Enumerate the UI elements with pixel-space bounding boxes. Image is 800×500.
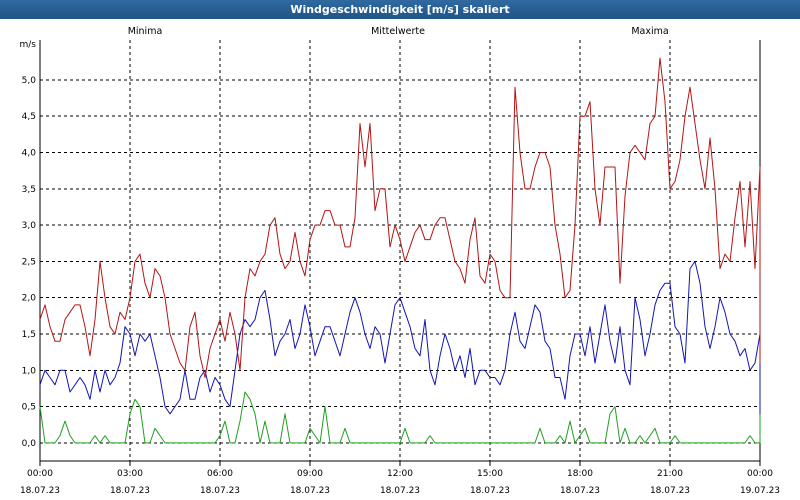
y-tick-label: 3,0 [22,221,37,231]
x-tick-date: 18.07.23 [560,486,600,496]
x-tick-time: 00:00 [747,469,773,479]
x-tick-date: 18.07.23 [470,486,510,496]
x-tick-time: 12:00 [387,469,413,479]
series-line-minima [39,384,761,444]
x-axis: 00:00 18.07.23 03:00 18.07.23 06:00 18.07.23 0… [20,461,780,496]
y-tick-label: 0,5 [22,403,36,413]
x-tick-date: 18.07.23 [380,486,420,496]
x-tick-time: 03:00 [117,469,143,479]
y-tick-label: 1,5 [22,330,36,340]
y-tick-label: 4,5 [22,112,36,122]
x-tick-time: 15:00 [477,469,503,479]
x-tick-date: 18.07.23 [650,486,690,496]
series-line-mittelwerte [39,260,761,415]
y-tick-label: 1,0 [22,366,37,376]
x-tick-time: 18:00 [567,469,593,479]
x-tick-time: 21:00 [657,469,683,479]
series-lines [39,57,761,444]
x-tick-date: 18.07.23 [110,486,150,496]
legend-minima: Minima [128,26,163,37]
y-tick-label: 0,0 [22,439,37,449]
chart-title: Windgeschwindigkeit [m/s] skaliert [0,0,800,19]
x-tick-time: 09:00 [297,469,323,479]
legend: Minima Mittelwerte Maxima [128,26,669,37]
x-tick-date: 18.07.23 [20,486,60,496]
x-tick-date: 18.07.23 [290,486,330,496]
y-tick-label: 2,0 [22,294,37,304]
x-tick-date: 18.07.23 [200,486,240,496]
series-line-maxima [39,57,761,378]
legend-maxima: Maxima [631,26,668,37]
y-tick-label: 4,0 [22,149,37,159]
x-tick-time: 00:00 [27,469,53,479]
x-tick-date: 19.07.23 [740,486,780,496]
y-tick-label: 5,0 [22,76,37,86]
wind-speed-chart: 0,0 0,5 1,0 1,5 2,0 2,5 3,0 3,5 4,0 4,5 5,0 m/s 00:… [20,26,781,496]
y-tick-label: 2,5 [22,257,36,267]
y-axis: 0,0 0,5 1,0 1,5 2,0 2,5 3,0 3,5 4,0 4,5 5,0 m/s [20,40,37,449]
y-axis-label: m/s [20,40,37,50]
grid-lines [40,40,760,461]
x-tick-time: 06:00 [207,469,233,479]
y-tick-label: 3,5 [22,185,36,195]
legend-mittelwerte: Mittelwerte [371,26,425,37]
